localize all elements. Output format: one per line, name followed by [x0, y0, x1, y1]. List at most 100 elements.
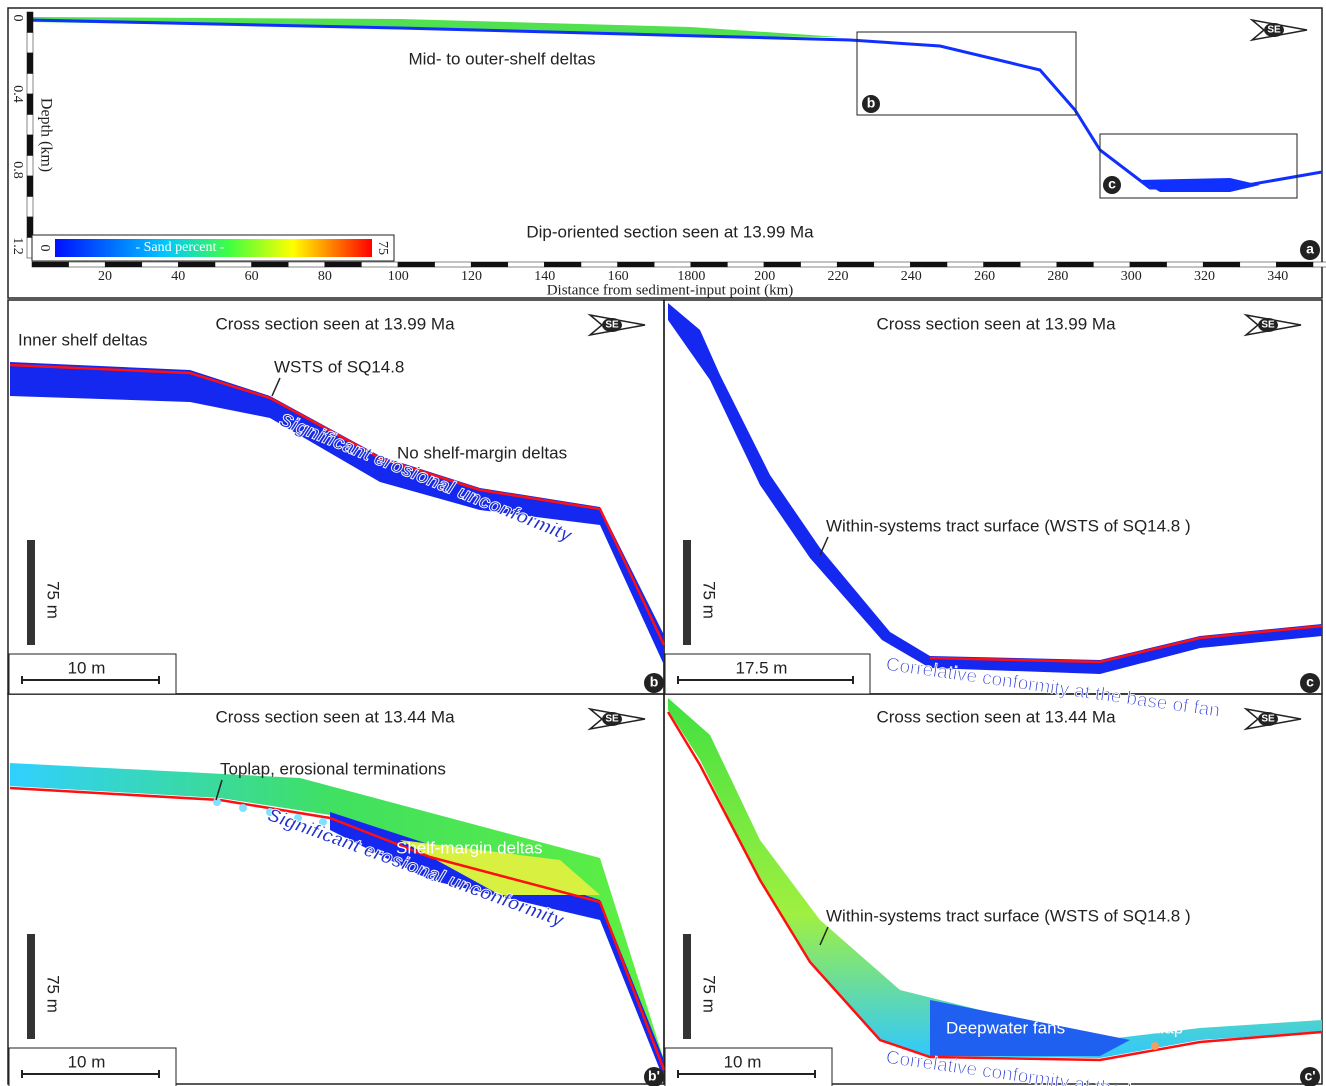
- annotation: Inner shelf deltas: [18, 330, 147, 349]
- panel-title: Cross section seen at 13.44 Ma: [215, 707, 455, 726]
- depth-bar-segment: [26, 134, 34, 156]
- inset-label: b: [867, 95, 876, 111]
- compass-badge: [602, 318, 622, 332]
- distance-tick-label: 100: [388, 269, 409, 284]
- distance-bar-segment: [1019, 261, 1058, 268]
- inset-marker: [1103, 176, 1121, 194]
- vertical-scale-bar: [683, 540, 691, 645]
- distance-bar-segment: [361, 261, 399, 268]
- scale-box: [664, 1047, 833, 1086]
- wsts-surface: [929, 624, 1323, 664]
- annotation: Significant erosional unconformity: [276, 410, 576, 547]
- depth-bar-segment: [26, 93, 34, 115]
- compass-label: SE: [1261, 714, 1275, 725]
- distance-tick-label: 280: [1047, 269, 1068, 284]
- sediment-body: [10, 763, 664, 1070]
- depth-tick-label: 1.2: [10, 237, 25, 255]
- distance-tick-label: 200: [754, 269, 775, 284]
- profile: [29, 18, 1323, 190]
- depth-axis-label: Depth (km): [37, 98, 54, 172]
- pointer: [819, 536, 829, 556]
- distance-bar-segment: [1056, 261, 1094, 268]
- depth-bar-segment: [26, 196, 34, 218]
- compass-label: SE: [605, 320, 619, 331]
- panel-title: Cross section seen at 13.44 Ma: [876, 707, 1116, 726]
- annotation: No shelf-margin deltas: [397, 443, 567, 462]
- distance-bar-segment: [946, 261, 984, 268]
- distance-bar-segment: [104, 261, 143, 268]
- inset-box-b: [856, 31, 1077, 116]
- panel-frames: [7, 7, 1323, 1085]
- depth-bar-segment: [26, 216, 34, 238]
- toplap-points: [213, 798, 327, 826]
- horizontal-scale-label: 10 m: [68, 1052, 106, 1071]
- vertical-scale-label: 75 m: [44, 581, 63, 619]
- distance-bar-segment: [1202, 261, 1241, 268]
- distance-bar-segment: [763, 261, 801, 268]
- panel-marker: [1300, 1067, 1320, 1086]
- depth-bar-segment: [26, 73, 34, 95]
- sediment-body: [10, 362, 664, 665]
- distance-tick-label: 60: [245, 269, 259, 284]
- distance-bar-segment: [653, 261, 692, 268]
- compass-badge: [1258, 318, 1278, 332]
- scale-box: [664, 653, 871, 695]
- distance-bar-segment: [580, 261, 618, 268]
- distance-bar-segment: [544, 261, 582, 268]
- depth-bar-segment: [26, 52, 34, 74]
- depth-tick-label: 0.4: [10, 85, 25, 103]
- fan: [1140, 178, 1260, 192]
- distance-bar-segment: [31, 261, 69, 268]
- depth-bar-segment: [26, 32, 34, 54]
- annotation: Deepwater fans: [946, 1018, 1065, 1037]
- horizontal-scale-label: 17.5 m: [736, 658, 788, 677]
- annotation: Within-systems tract surface (WSTS of SQ…: [826, 516, 1191, 535]
- axis-bars: 20 40 60 80 100 120 140 160 1800 200 220 240 260 280 3…: [10, 11, 1326, 284]
- distance-bar-segment: [214, 261, 252, 268]
- vertical-scale-bar: [27, 934, 35, 1039]
- scale-box: [8, 1047, 177, 1086]
- erosion-surface: [9, 786, 666, 1071]
- horizontal-scale-label: 10 m: [724, 1052, 762, 1071]
- wsts-surface: [9, 363, 666, 646]
- distance-bar-segment: [873, 261, 911, 268]
- distance-tick-label: 240: [901, 269, 922, 284]
- panel-marker: [1300, 240, 1320, 260]
- distance-bar-segment: [68, 261, 106, 268]
- distance-bar-segment: [727, 261, 765, 268]
- annotation: Within-systems tract surface (WSTS of SQ…: [826, 906, 1191, 925]
- compass-badge: [1264, 23, 1284, 37]
- distance-bar-segment: [617, 261, 655, 268]
- vertical-scale-label: 75 m: [700, 975, 719, 1013]
- inset-box-c: [1099, 133, 1298, 199]
- distance-bar-segment: [507, 261, 545, 268]
- colorbar-max: 75: [375, 241, 390, 255]
- compass-label: SE: [1267, 25, 1281, 36]
- colorbar: [55, 239, 372, 257]
- inset-marker: [862, 95, 880, 113]
- panel-title: Cross section seen at 13.99 Ma: [215, 314, 455, 333]
- distance-bar-segment: [1129, 261, 1167, 268]
- horizontal-scale-bar: [677, 1070, 816, 1078]
- distance-tick-label: 20: [98, 269, 112, 284]
- horizontal-scale-bar: [21, 1070, 160, 1078]
- distance-bar-segment: [470, 261, 509, 268]
- horizontal-scale-label: 10 m: [68, 658, 106, 677]
- distance-bar-segment: [434, 261, 472, 268]
- panel-marker: [644, 1067, 664, 1086]
- horizontal-scale-bar: [677, 676, 854, 684]
- deepwater-fans: [930, 1000, 1130, 1056]
- distance-bar-segment: [141, 261, 179, 268]
- distance-axis-label: Distance from sediment-input point (km): [547, 282, 794, 298]
- panel-b: Inner shelf deltas WSTS of SQ14.8 No she…: [9, 314, 666, 665]
- sediment-body: [668, 303, 1322, 674]
- shelf-deltas: [30, 17, 840, 37]
- depth-bar-segment: [26, 114, 34, 136]
- annotation: Shelf-margin deltas: [396, 838, 542, 857]
- vertical-scale-label: 75 m: [700, 581, 719, 619]
- compass-label: SE: [605, 714, 619, 725]
- distance-bar-segment: [800, 261, 838, 268]
- distance-tick-label: 220: [828, 269, 849, 284]
- distance-bar-segment: [1093, 261, 1131, 268]
- distance-tick-label: 1800: [677, 269, 705, 284]
